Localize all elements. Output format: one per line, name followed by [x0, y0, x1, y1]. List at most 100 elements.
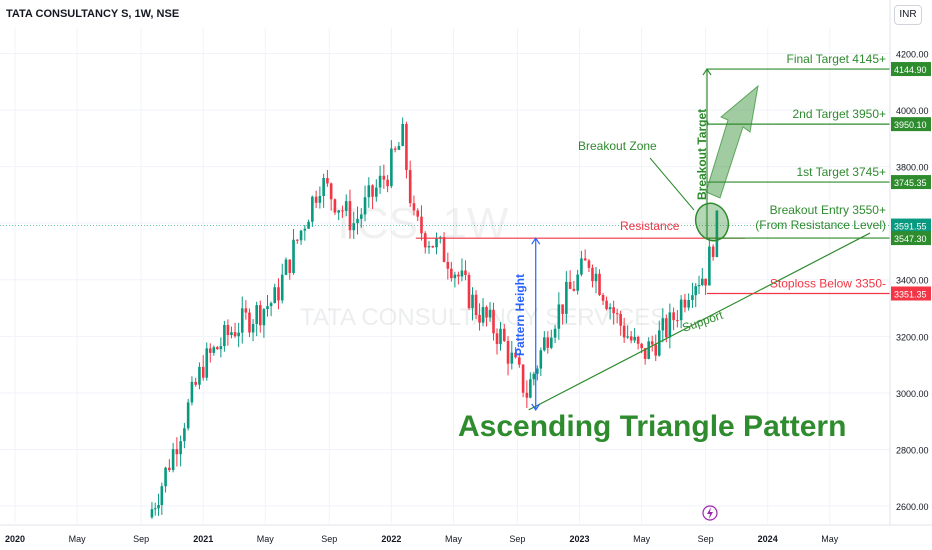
price-label-text: 3591.55	[894, 222, 927, 232]
x-tick-label: 2020	[5, 534, 25, 544]
candle-body	[661, 318, 665, 331]
candle-body	[708, 246, 711, 286]
candle-body	[168, 467, 171, 471]
candle-body	[341, 210, 344, 212]
x-tick-label: Sep	[509, 534, 525, 544]
candle-body	[367, 185, 371, 198]
x-tick-label: Sep	[698, 534, 714, 544]
candle-body	[371, 185, 374, 197]
candle-body	[390, 148, 393, 187]
candle-body	[510, 352, 514, 364]
candle-body	[190, 381, 194, 403]
candle-body	[295, 239, 299, 241]
candle-body	[311, 196, 314, 222]
price-label-text: 3351.35	[894, 290, 927, 300]
candle-body	[277, 287, 280, 301]
candle-body	[499, 328, 502, 344]
candle-body	[492, 309, 495, 334]
price-label-text: 3950.10	[894, 120, 927, 130]
candle-body	[467, 275, 471, 309]
candle-body	[258, 305, 262, 326]
candle-body	[408, 170, 412, 204]
candle-body	[485, 307, 488, 318]
breakout-zone-label: Breakout Zone	[578, 139, 657, 153]
candle-body	[299, 230, 303, 241]
candle-body	[502, 328, 506, 341]
candle-body	[643, 348, 647, 359]
level-label: 1st Target 3745+	[796, 165, 886, 179]
candle-body	[514, 352, 517, 358]
candle-body	[194, 381, 197, 385]
price-label-tag	[891, 218, 931, 233]
candle-body	[601, 294, 605, 301]
breakout-arrow	[705, 84, 759, 199]
price-label-tag	[891, 175, 931, 190]
candle-body	[636, 336, 640, 344]
candle-body	[382, 175, 386, 180]
candle-body	[150, 509, 154, 518]
candle-body	[650, 341, 654, 345]
price-label-text: 4144.90	[894, 65, 927, 75]
pattern-height-label: Pattern Height	[513, 274, 527, 356]
candle-body	[393, 148, 397, 150]
candle-body	[303, 228, 307, 231]
x-tick-label: May	[445, 534, 463, 544]
candle-body	[266, 306, 269, 310]
y-tick-label: 3400.00	[896, 276, 929, 286]
candle-body	[248, 312, 251, 333]
breakout-zone-pointer	[649, 157, 695, 211]
chart-title: Ascending Triangle Pattern	[458, 410, 846, 443]
candle-body	[622, 325, 626, 338]
candle-body	[363, 197, 367, 215]
candle-body	[612, 307, 615, 314]
candle-body	[386, 179, 389, 187]
candle-body	[665, 318, 668, 338]
support-line[interactable]	[528, 232, 871, 411]
lightning-icon	[707, 507, 713, 519]
x-tick-label: Sep	[321, 534, 337, 544]
candle-body	[397, 145, 401, 150]
candle-body	[356, 218, 359, 224]
chart-symbol-title: TATA CONSULTANCY S, 1W, NSE	[6, 8, 180, 20]
candle-body	[179, 441, 182, 455]
candle-body	[518, 357, 521, 365]
candle-body	[427, 246, 431, 248]
price-label-text: 3745.35	[894, 178, 927, 188]
level-label: Final Target 4145+	[786, 52, 886, 66]
x-tick-label: May	[257, 534, 275, 544]
candle-body	[471, 294, 474, 309]
candle-body	[626, 336, 629, 338]
candle-body	[255, 305, 258, 324]
candle-body	[157, 504, 160, 509]
candle-body	[416, 210, 420, 217]
candle-body	[446, 261, 450, 269]
candle-body	[292, 239, 295, 273]
price-label-text: 3547.30	[894, 234, 927, 244]
candle-body	[453, 274, 457, 279]
x-tick-label: May	[69, 534, 87, 544]
candle-body	[488, 309, 492, 318]
candle-body	[223, 324, 226, 347]
candle-body	[307, 221, 310, 229]
currency-button[interactable]: INR	[894, 5, 922, 25]
candle-body	[251, 323, 255, 333]
resistance-label: Resistance	[620, 219, 680, 233]
candle-body	[284, 259, 288, 275]
candle-body	[683, 299, 687, 308]
candle-body	[208, 348, 212, 353]
support-label: Support	[680, 308, 725, 335]
candle-body	[457, 274, 460, 277]
candle-body	[164, 467, 167, 487]
candle-body	[565, 281, 568, 314]
y-tick-label: 4200.00	[896, 49, 929, 59]
breakout-zone-ellipse[interactable]	[690, 199, 733, 246]
candle-body	[640, 343, 643, 349]
level-label: Stoploss Below 3350-	[770, 277, 886, 291]
candle-body	[715, 210, 719, 258]
candle-body	[435, 238, 438, 248]
candle-body	[629, 336, 633, 341]
candle-body	[175, 449, 179, 455]
candle-body	[576, 274, 579, 291]
pattern-height-arrow-down	[531, 403, 541, 411]
